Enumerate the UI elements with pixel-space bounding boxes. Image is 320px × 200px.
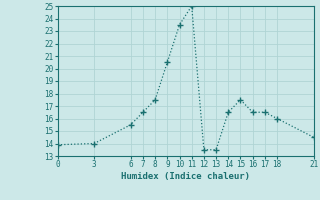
X-axis label: Humidex (Indice chaleur): Humidex (Indice chaleur) bbox=[121, 172, 250, 181]
